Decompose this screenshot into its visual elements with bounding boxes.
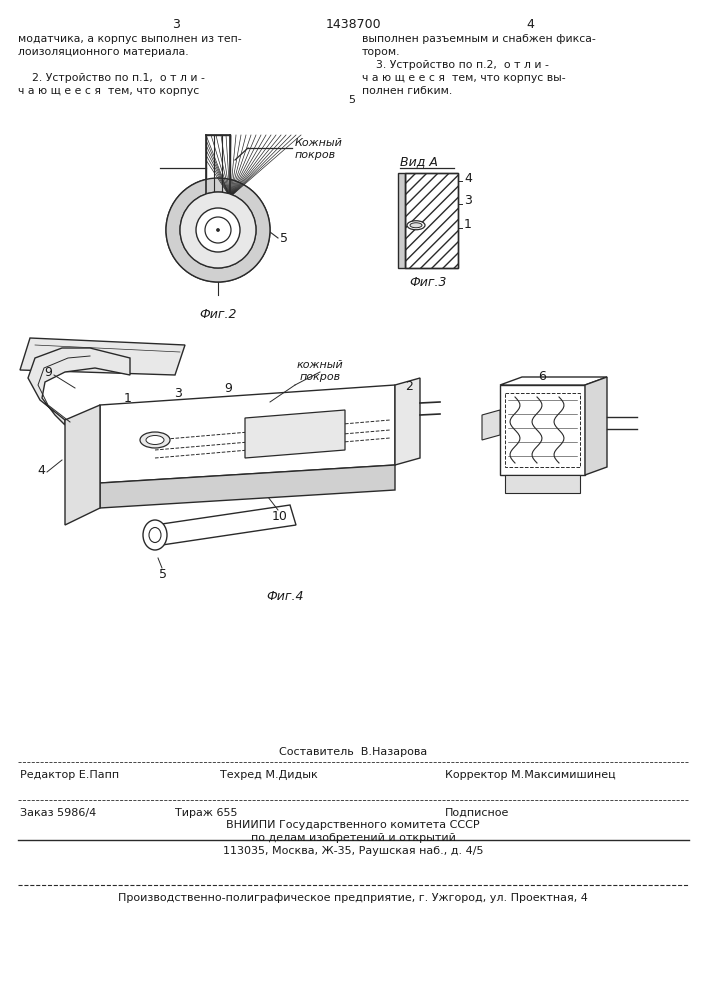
Text: Заказ 5986/4: Заказ 5986/4 [20,808,96,818]
Text: Фиг.2: Фиг.2 [199,308,237,321]
Ellipse shape [410,223,422,228]
Text: 3: 3 [174,387,182,400]
Text: 2. Устройство по п.1,  о т л и -: 2. Устройство по п.1, о т л и - [18,73,205,83]
Text: полнен гибким.: полнен гибким. [362,86,452,96]
Text: Корректор М.Максимишинец: Корректор М.Максимишинец [445,770,616,780]
Text: 9: 9 [44,365,52,378]
Ellipse shape [407,221,425,230]
Text: 5: 5 [159,568,167,581]
Bar [206,135,230,197]
Polygon shape [482,410,500,440]
Text: 3: 3 [464,194,472,208]
Polygon shape [505,475,580,493]
Bar [405,173,458,268]
Ellipse shape [149,528,161,542]
Text: выполнен разъемным и снабжен фикса-: выполнен разъемным и снабжен фикса- [362,34,596,44]
Polygon shape [245,410,345,458]
Text: 1: 1 [464,219,472,232]
Text: 5: 5 [349,95,356,105]
Text: Фиг.4: Фиг.4 [267,590,304,603]
Bar [505,393,580,467]
Circle shape [166,178,270,282]
Polygon shape [395,378,420,465]
Text: ВНИИПИ Государственного комитета СССР: ВНИИПИ Государственного комитета СССР [226,820,480,830]
Polygon shape [155,505,296,545]
Text: 113035, Москва, Ж-35, Раушская наб., д. 4/5: 113035, Москва, Ж-35, Раушская наб., д. … [223,846,484,856]
Polygon shape [65,405,100,525]
Polygon shape [500,377,607,385]
Text: тором.: тором. [362,47,400,57]
Text: 9: 9 [224,382,232,395]
Circle shape [205,217,231,243]
Text: 1438700: 1438700 [325,18,381,31]
Text: ч а ю щ е е с я  тем, что корпус вы-: ч а ю щ е е с я тем, что корпус вы- [362,73,566,83]
Ellipse shape [146,436,164,444]
Bar [405,173,458,268]
Text: 6: 6 [539,370,547,383]
Text: Техред М.Дидык: Техред М.Дидык [220,770,317,780]
Polygon shape [100,385,395,483]
Text: 4: 4 [37,464,45,477]
Ellipse shape [143,520,167,550]
Text: 5: 5 [280,232,288,244]
Circle shape [166,178,270,282]
Circle shape [196,208,240,252]
Text: по делам изобретений и открытий: по делам изобретений и открытий [250,833,455,843]
Polygon shape [28,348,130,425]
Text: Составитель  В.Назарова: Составитель В.Назарова [279,747,427,757]
Text: Производственно-полиграфическое предприятие, г. Ужгород, ул. Проектная, 4: Производственно-полиграфическое предприя… [118,893,588,903]
Text: Вид А: Вид А [400,155,438,168]
Text: 3. Устройство по п.2,  о т л и -: 3. Устройство по п.2, о т л и - [362,60,549,70]
Text: 4: 4 [526,18,534,31]
Text: Редактор Е.Папп: Редактор Е.Папп [20,770,119,780]
Polygon shape [585,377,607,475]
Bar [500,385,585,475]
Bar [398,173,405,268]
Circle shape [180,192,256,268]
Text: лоизоляционного материала.: лоизоляционного материала. [18,47,189,57]
Text: 10: 10 [272,510,288,523]
Text: модатчика, а корпус выполнен из теп-: модатчика, а корпус выполнен из теп- [18,34,242,44]
Circle shape [216,229,219,232]
Text: 1: 1 [124,392,132,405]
Text: кожный
покров: кожный покров [297,360,344,382]
Text: 4: 4 [464,172,472,184]
Text: 2: 2 [405,380,413,393]
Circle shape [180,192,256,268]
Text: Подписное: Подписное [445,808,509,818]
Polygon shape [100,465,395,508]
Ellipse shape [140,432,170,448]
Text: 3: 3 [172,18,180,31]
Text: ч а ю щ е е с я  тем, что корпус: ч а ю щ е е с я тем, что корпус [18,86,199,96]
Polygon shape [20,338,185,375]
Text: Фиг.3: Фиг.3 [409,276,447,289]
Text: Тираж 655: Тираж 655 [175,808,238,818]
Text: Кожный
покров: Кожный покров [295,138,343,160]
